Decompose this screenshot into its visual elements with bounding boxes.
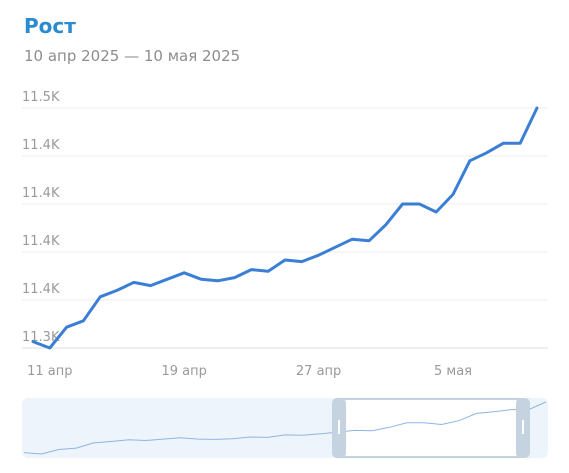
handle-grip — [338, 420, 340, 434]
x-tick-label: 5 мая — [434, 364, 472, 379]
y-tick-label: 11.5K — [22, 90, 60, 105]
y-tick-label: 11.3K — [22, 330, 60, 345]
y-tick-label: 11.4K — [22, 186, 60, 201]
y-tick-label: 11.4K — [22, 138, 60, 153]
x-tick-label: 11 апр — [27, 364, 72, 379]
navigator-border — [340, 398, 524, 400]
navigator-line — [23, 401, 547, 455]
y-tick-label: 11.4K — [22, 282, 60, 297]
handle-grip — [522, 420, 524, 434]
line — [31, 106, 539, 350]
x-tick-label: 27 апр — [296, 364, 341, 379]
x-tick-label: 19 апр — [161, 364, 206, 379]
chart-subtitle: 10 апр 2025 — 10 мая 2025 — [24, 47, 240, 65]
navigator-border — [340, 456, 524, 458]
navigator-window[interactable] — [340, 398, 524, 458]
chart-title: Рост — [24, 14, 76, 38]
y-tick-label: 11.4K — [22, 234, 60, 249]
